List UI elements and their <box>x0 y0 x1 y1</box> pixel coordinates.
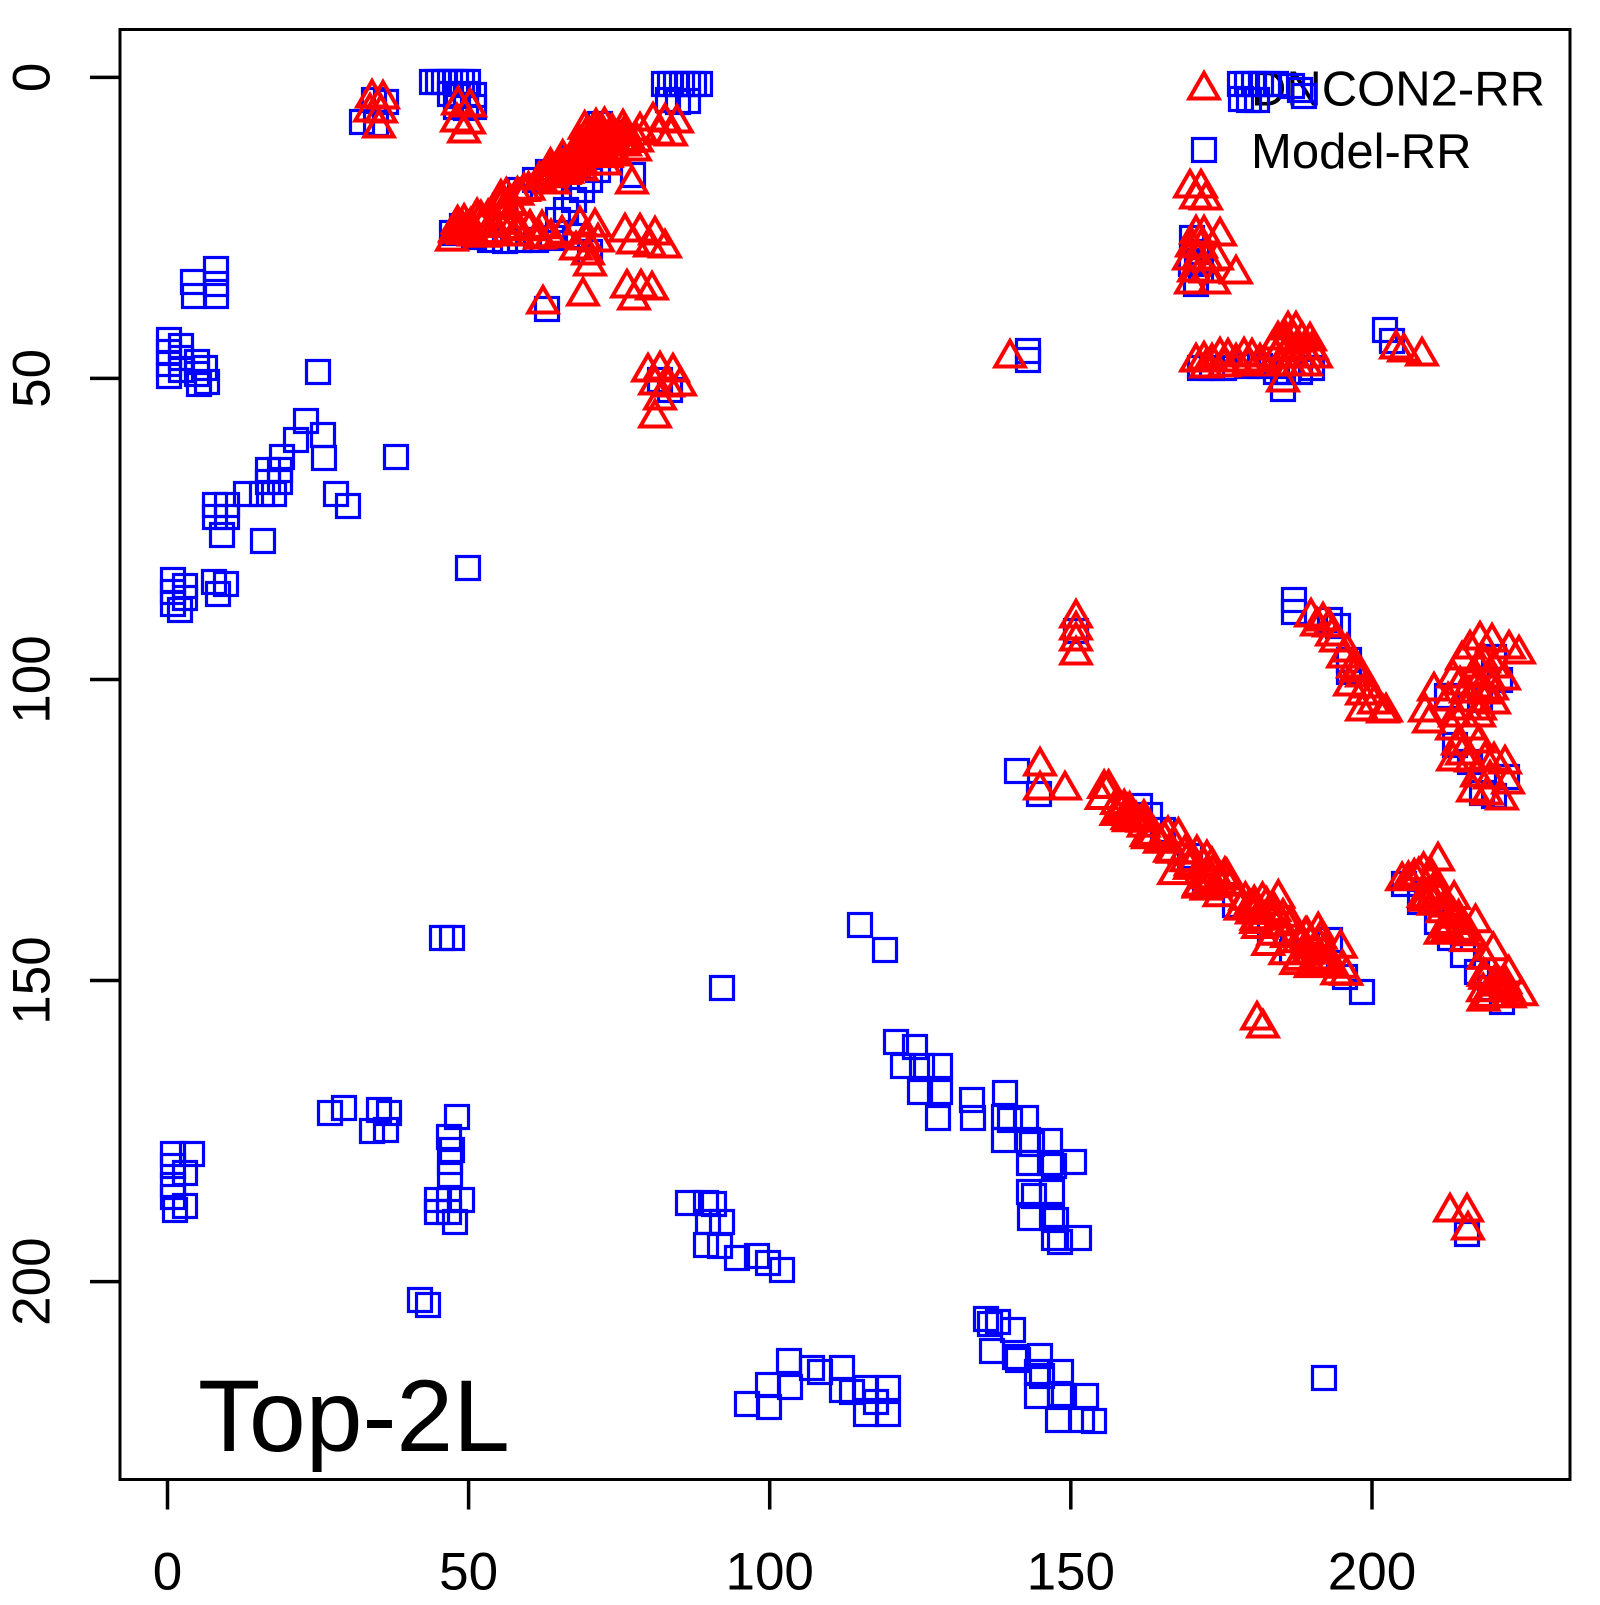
svg-text:100: 100 <box>725 1543 813 1601</box>
svg-text:200: 200 <box>1328 1543 1416 1601</box>
svg-text:100: 100 <box>3 635 62 723</box>
svg-text:Model-RR: Model-RR <box>1251 125 1472 179</box>
svg-text:50: 50 <box>439 1543 498 1601</box>
svg-text:0: 0 <box>3 63 62 92</box>
svg-text:150: 150 <box>3 936 62 1024</box>
svg-text:200: 200 <box>3 1237 62 1325</box>
svg-text:0: 0 <box>153 1543 182 1601</box>
svg-text:150: 150 <box>1027 1543 1115 1601</box>
svg-text:50: 50 <box>3 349 62 408</box>
svg-text:Top-2L: Top-2L <box>198 1359 510 1473</box>
